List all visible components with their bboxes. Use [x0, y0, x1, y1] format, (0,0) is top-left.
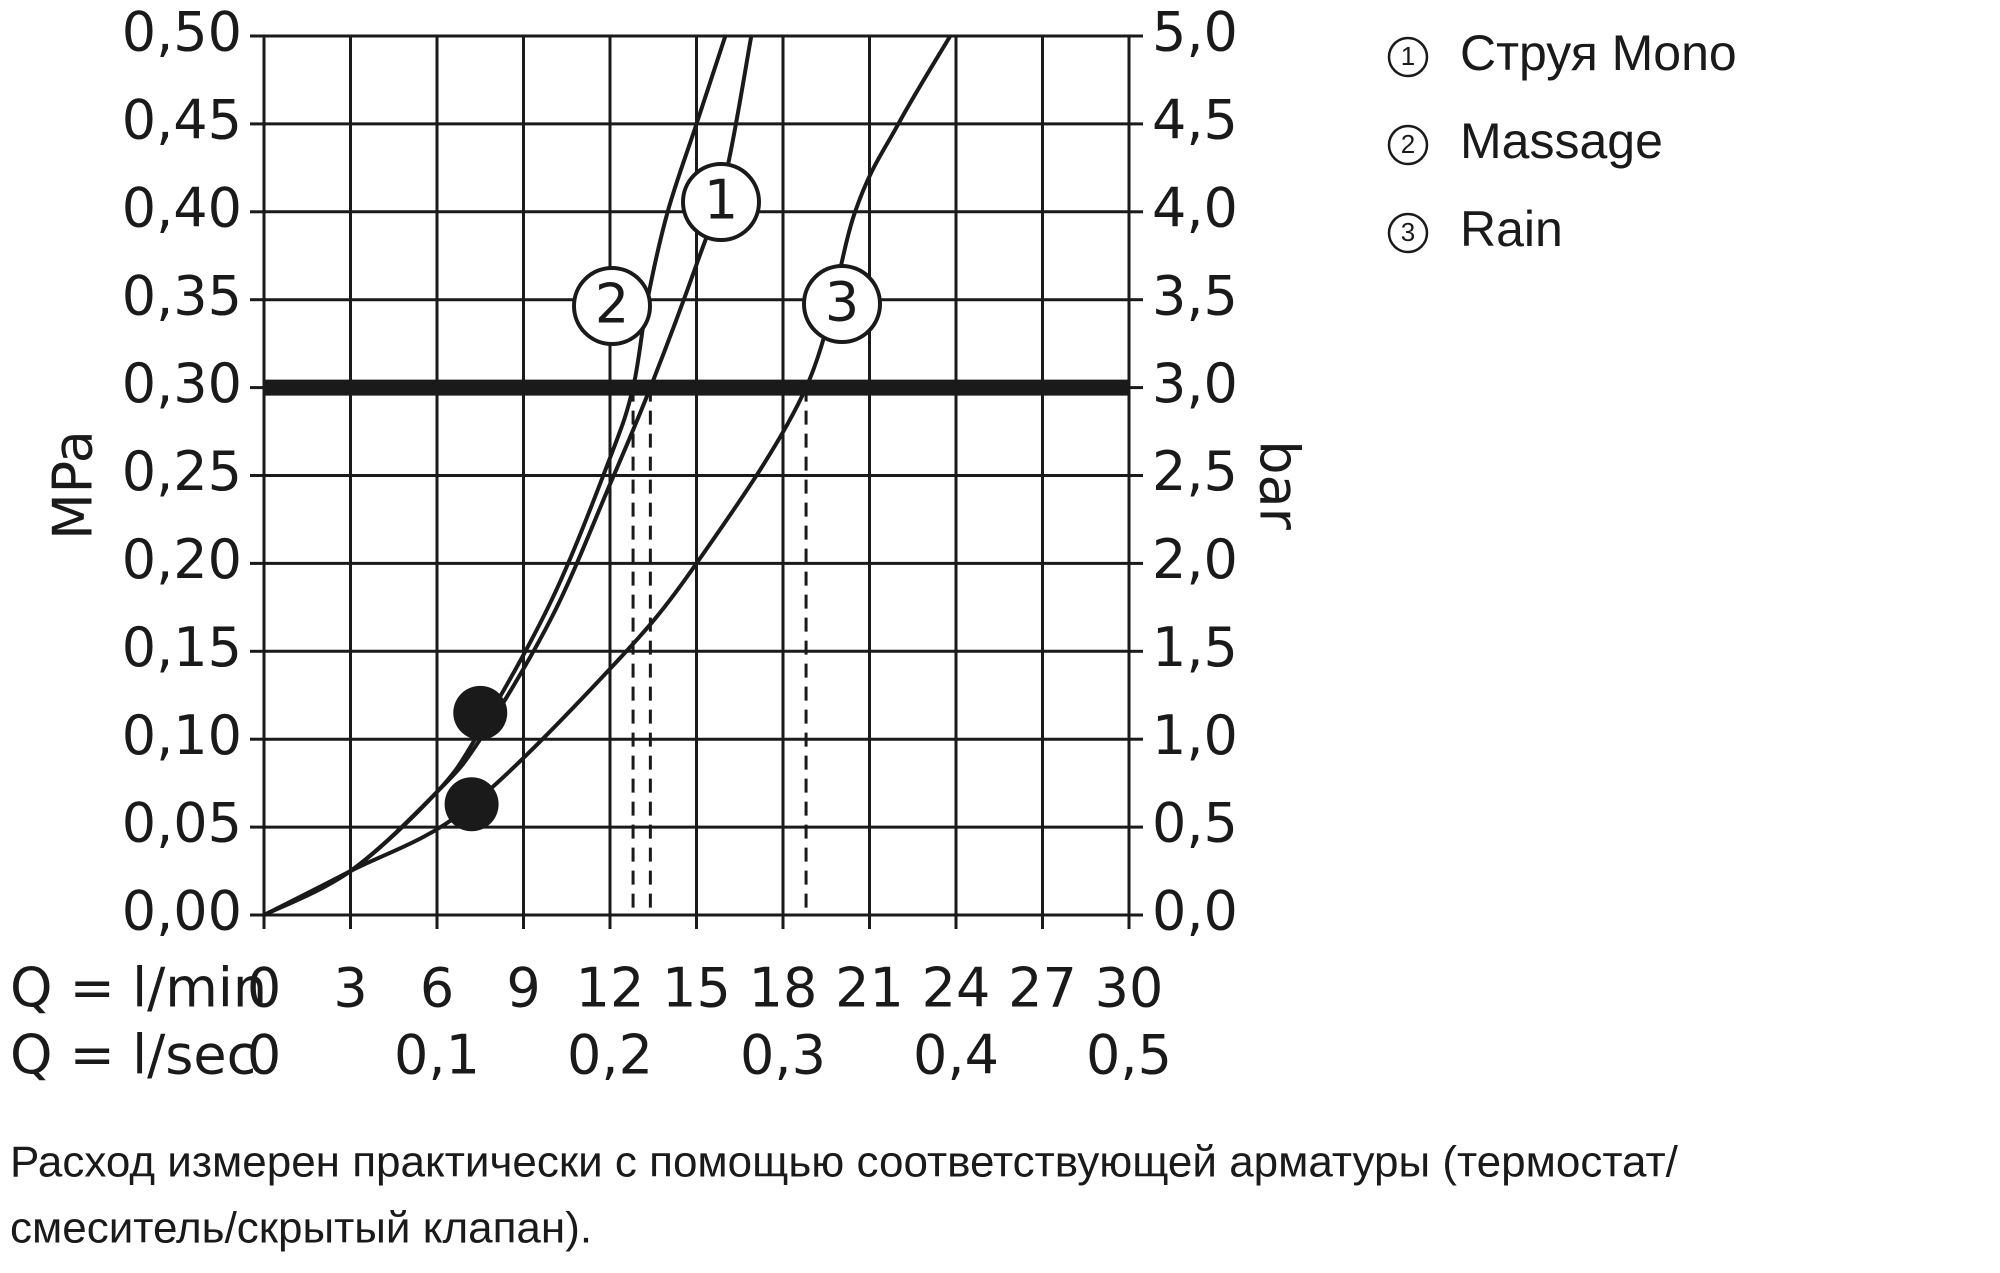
- y2-tick-label: 4,0: [1152, 176, 1238, 239]
- y-axis-label: MPa: [42, 430, 105, 540]
- x-tick-label: 24: [922, 957, 991, 1020]
- y-tick-label: 0,00: [122, 880, 242, 943]
- curve: [263, 35, 728, 917]
- x-tick-label: 15: [662, 957, 731, 1020]
- y-tick-label: 0,15: [122, 616, 242, 679]
- legend-label: Massage: [1460, 113, 1663, 169]
- y2-tick-label: 0,0: [1152, 880, 1238, 943]
- x-tick-label: 6: [420, 957, 454, 1020]
- y2-tick-label: 3,5: [1152, 264, 1238, 327]
- x-tick-label: 21: [835, 957, 904, 1020]
- x2-tick-label: 0,2: [567, 1024, 653, 1087]
- x-tick-label: 18: [749, 957, 818, 1020]
- y2-tick-label: 4,5: [1152, 89, 1238, 152]
- legend-marker: [1387, 36, 1429, 78]
- curve-tag-label: 3: [825, 271, 859, 334]
- legend-label: Rain: [1460, 201, 1563, 257]
- x-tick-label: 0: [247, 957, 281, 1020]
- y2-tick-label: 0,5: [1152, 792, 1238, 855]
- legend-marker: [1387, 124, 1429, 166]
- curve: [263, 34, 952, 917]
- legend-marker-label: 2: [1401, 129, 1415, 159]
- x2-axis-label: Q = l/sec: [10, 1024, 256, 1087]
- x2-tick-label: 0,1: [394, 1024, 480, 1087]
- x2-tick-label: 0,3: [740, 1024, 826, 1087]
- y-tick-label: 0,25: [122, 440, 242, 503]
- legend-marker: [1387, 212, 1429, 254]
- x-axis-label: Q = l/min: [10, 957, 267, 1020]
- y-tick-label: 0,30: [122, 352, 242, 415]
- curve-tag-label: 1: [704, 169, 738, 232]
- curve-tag: [572, 266, 652, 346]
- x2-tick-label: 0,4: [913, 1024, 999, 1087]
- y2-tick-label: 2,0: [1152, 528, 1238, 591]
- legend-label: Струя Mono: [1460, 25, 1737, 81]
- y-tick-label: 0,20: [122, 528, 242, 591]
- x2-tick-label: 0,5: [1086, 1024, 1172, 1087]
- y-tick-label: 0,50: [122, 1, 242, 64]
- curve-tag: [802, 264, 882, 344]
- y-tick-label: 0,40: [122, 176, 242, 239]
- x-tick-label: 3: [333, 957, 367, 1020]
- y-tick-label: 0,35: [122, 264, 242, 327]
- y2-tick-label: 3,0: [1152, 352, 1238, 415]
- x-tick-label: 12: [576, 957, 645, 1020]
- min-flow-point: [453, 685, 508, 740]
- min-flow-point: [444, 777, 499, 832]
- y2-tick-label: 2,5: [1152, 440, 1238, 503]
- curve-tag: [681, 162, 761, 242]
- note: Расход измерен практически с помощью соо…: [10, 1138, 1679, 1187]
- y2-tick-label: 1,5: [1152, 616, 1238, 679]
- y-tick-label: 0,05: [122, 792, 242, 855]
- y2-tick-label: 1,0: [1152, 704, 1238, 767]
- note: смеситель/скрытый клапан).: [10, 1204, 592, 1253]
- x-tick-label: 30: [1095, 957, 1164, 1020]
- curve-tag-label: 2: [595, 273, 629, 336]
- y2-tick-label: 5,0: [1152, 1, 1238, 64]
- legend-marker-label: 1: [1401, 41, 1415, 71]
- x-tick-label: 9: [506, 957, 540, 1020]
- y2-axis-label: bar: [1247, 440, 1310, 530]
- y-tick-label: 0,45: [122, 89, 242, 152]
- x-tick-label: 27: [1008, 957, 1077, 1020]
- x2-tick-label: 0: [247, 1024, 281, 1087]
- y-tick-label: 0,10: [122, 704, 242, 767]
- legend-marker-label: 3: [1401, 217, 1415, 247]
